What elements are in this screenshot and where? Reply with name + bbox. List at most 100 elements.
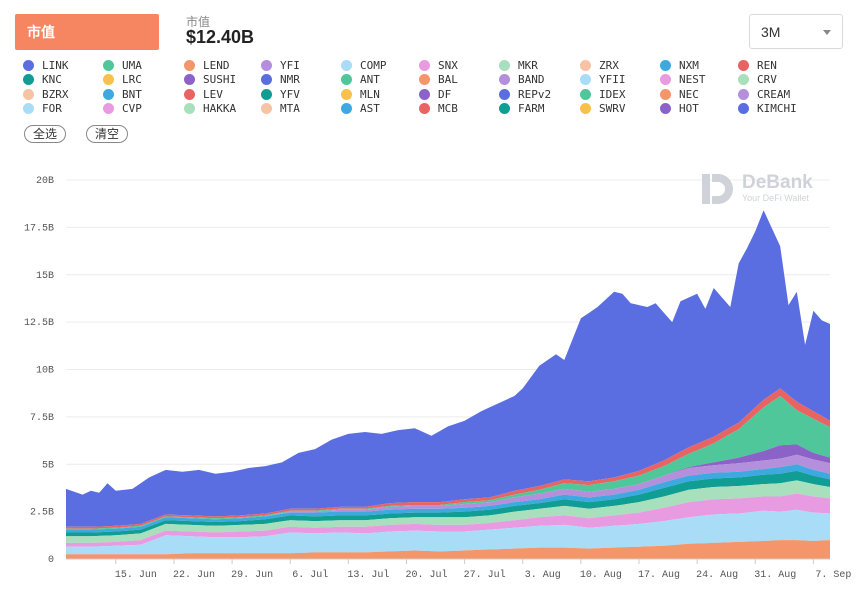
legend-item-comp[interactable]: COMP bbox=[341, 58, 387, 72]
time-range-select[interactable]: 3M bbox=[749, 14, 843, 49]
legend-label: YFII bbox=[599, 73, 626, 86]
legend-dot-icon bbox=[419, 74, 430, 85]
legend-item-hakka[interactable]: HAKKA bbox=[184, 102, 236, 116]
legend-item-ren[interactable]: REN bbox=[738, 58, 777, 72]
legend-item-mta[interactable]: MTA bbox=[261, 102, 300, 116]
legend-item-yfv[interactable]: YFV bbox=[261, 87, 300, 101]
legend-label: LEV bbox=[203, 87, 223, 101]
clear-button[interactable]: 清空 bbox=[86, 125, 129, 143]
area-series-link bbox=[66, 210, 830, 527]
y-tick-label: 0 bbox=[48, 555, 54, 566]
y-tick-label: 17.5B bbox=[24, 223, 54, 234]
legend-dot-icon bbox=[184, 74, 195, 85]
legend-item-cvp[interactable]: CVP bbox=[103, 102, 142, 116]
legend-label: NEST bbox=[679, 73, 706, 86]
legend-item-repv2[interactable]: REPv2 bbox=[499, 87, 551, 101]
area-series-yfi bbox=[66, 454, 830, 530]
legend-item-zrx[interactable]: ZRX bbox=[580, 58, 619, 72]
legend-item-mln[interactable]: MLN bbox=[341, 87, 380, 101]
x-tick-label: 17. Aug bbox=[638, 570, 680, 581]
legend-item-yfi[interactable]: YFI bbox=[261, 58, 300, 72]
legend-item-crv[interactable]: CRV bbox=[738, 73, 777, 87]
legend-label: CVP bbox=[122, 102, 142, 115]
legend-label: COMP bbox=[360, 58, 387, 72]
legend-label: BNT bbox=[122, 87, 142, 101]
legend-dot-icon bbox=[23, 74, 34, 85]
legend-label: HAKKA bbox=[203, 102, 237, 115]
legend-label: REPv2 bbox=[518, 87, 552, 101]
legend-label: SNX bbox=[438, 58, 458, 72]
x-tick-label: 3. Aug bbox=[525, 570, 561, 581]
legend-item-bzrx[interactable]: BZRX bbox=[23, 87, 69, 101]
legend-item-cream[interactable]: CREAM bbox=[738, 87, 790, 101]
legend-item-bal[interactable]: BAL bbox=[419, 73, 458, 87]
legend-label: SUSHI bbox=[203, 73, 237, 86]
legend-item-yfii[interactable]: YFII bbox=[580, 73, 626, 87]
legend-item-link[interactable]: LINK bbox=[23, 58, 69, 72]
legend-dot-icon bbox=[660, 59, 671, 71]
legend-dot-icon bbox=[184, 59, 195, 71]
x-tick-label: 31. Aug bbox=[754, 570, 796, 581]
legend-label: IDEX bbox=[599, 87, 626, 101]
legend-dot-icon bbox=[103, 103, 114, 114]
legend-label: KIMCHI bbox=[757, 102, 797, 115]
x-tick-label: 29. Jun bbox=[231, 570, 273, 581]
metric-value: $12.40B bbox=[186, 27, 255, 47]
x-tick-label: 22. Jun bbox=[173, 570, 215, 581]
legend-dot-icon bbox=[184, 103, 195, 114]
x-tick-label: 7. Sep bbox=[815, 570, 851, 581]
legend-item-hot[interactable]: HOT bbox=[660, 102, 699, 116]
legend-dot-icon bbox=[261, 103, 272, 114]
legend-item-farm[interactable]: FARM bbox=[499, 102, 545, 116]
legend-dot-icon bbox=[499, 88, 510, 100]
legend-dot-icon bbox=[341, 74, 352, 85]
legend-item-df[interactable]: DF bbox=[419, 87, 451, 101]
legend-dot-icon bbox=[738, 59, 749, 71]
legend-item-kimchi[interactable]: KIMCHI bbox=[738, 102, 797, 116]
x-tick-label: 6. Jul bbox=[292, 569, 328, 581]
legend-item-band[interactable]: BAND bbox=[499, 73, 545, 87]
legend-item-snx[interactable]: SNX bbox=[419, 58, 458, 72]
legend-label: NMR bbox=[280, 73, 300, 86]
legend-item-nxm[interactable]: NXM bbox=[660, 58, 699, 72]
legend-item-idex[interactable]: IDEX bbox=[580, 87, 626, 101]
area-series-uma bbox=[66, 396, 830, 530]
area-series-comp bbox=[66, 509, 830, 555]
area-series-mkr bbox=[66, 480, 830, 543]
legend-dot-icon bbox=[580, 88, 591, 100]
legend-item-knc[interactable]: KNC bbox=[23, 73, 62, 87]
legend-label: MLN bbox=[360, 87, 380, 101]
legend-item-mcb[interactable]: MCB bbox=[419, 102, 458, 116]
legend-item-ast[interactable]: AST bbox=[341, 102, 380, 116]
legend-item-lev[interactable]: LEV bbox=[184, 87, 223, 101]
legend-item-lrc[interactable]: LRC bbox=[103, 73, 142, 87]
select-all-button[interactable]: 全选 bbox=[24, 125, 67, 143]
chart-svg: 0 2.5B 5B 7.5B 10B 12.5B 15B 17.5B 20B 15. Jun 22.… bbox=[24, 176, 851, 581]
legend-item-ant[interactable]: ANT bbox=[341, 73, 380, 87]
legend-label: BAND bbox=[518, 73, 545, 86]
legend-dot-icon bbox=[660, 88, 671, 100]
y-tick-label: 10B bbox=[36, 366, 54, 377]
legend-item-swrv[interactable]: SWRV bbox=[580, 102, 626, 116]
legend-dot-icon bbox=[738, 88, 749, 100]
legend-item-sushi[interactable]: SUSHI bbox=[184, 73, 236, 87]
legend-item-nmr[interactable]: NMR bbox=[261, 73, 300, 87]
legend-label: REN bbox=[757, 58, 777, 72]
legend-item-nec[interactable]: NEC bbox=[660, 87, 699, 101]
area-series-knc bbox=[66, 470, 830, 537]
legend-dot-icon bbox=[499, 74, 510, 85]
market-cap-tab[interactable]: 市值 bbox=[15, 14, 159, 50]
legend-dot-icon bbox=[341, 59, 352, 71]
legend-dot-icon bbox=[103, 74, 114, 85]
legend-item-nest[interactable]: NEST bbox=[660, 73, 706, 87]
y-tick-label: 20B bbox=[36, 176, 54, 187]
legend-item-lend[interactable]: LEND bbox=[184, 58, 230, 72]
legend-item-mkr[interactable]: MKR bbox=[499, 58, 538, 72]
legend-label: LEND bbox=[203, 58, 230, 72]
legend-item-bnt[interactable]: BNT bbox=[103, 87, 142, 101]
legend-dot-icon bbox=[23, 59, 34, 71]
legend-item-uma[interactable]: UMA bbox=[103, 58, 142, 72]
legend-label: ANT bbox=[360, 73, 380, 86]
legend-label: BAL bbox=[438, 73, 458, 86]
legend-item-for[interactable]: FOR bbox=[23, 102, 62, 116]
